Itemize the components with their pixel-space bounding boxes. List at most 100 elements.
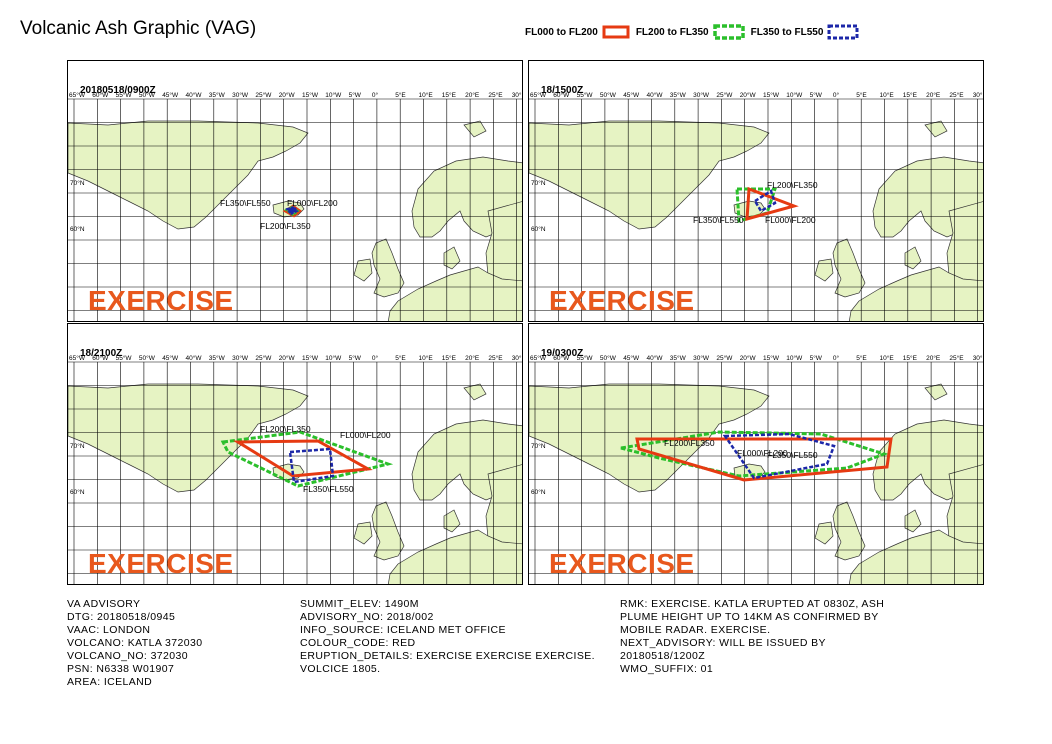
longitude-label: 0°	[833, 91, 840, 99]
advisory-line: ERUPTION_DETAILS: EXERCISE EXERCISE EXER…	[300, 650, 595, 662]
advisory-line: VOLCANO: KATLA 372030	[67, 637, 203, 649]
advisory-line: VA ADVISORY	[67, 598, 141, 610]
longitude-label: 15°W	[763, 91, 780, 99]
longitude-label: 35°W	[209, 91, 226, 99]
longitude-label: 55°W	[116, 354, 133, 362]
longitude-label: 30°E	[973, 354, 984, 362]
longitude-label: 45°W	[623, 354, 640, 362]
longitude-label: 40°W	[647, 354, 664, 362]
advisory-line: SUMMIT_ELEV: 1490M	[300, 598, 419, 610]
longitude-label: 30°W	[232, 354, 249, 362]
legend-swatch-fl200-fl350	[712, 24, 745, 40]
advisory-line: VOLCANO_NO: 372030	[67, 650, 189, 662]
advisory-line: WMO_SUFFIX: 01	[620, 663, 714, 675]
fl-label: FL200\FL350	[664, 438, 715, 448]
legend-label-fl350-fl550: FL350 to FL550	[750, 26, 824, 38]
longitude-label: 10°E	[880, 91, 895, 99]
advisory-line: 20180518/1200Z	[620, 650, 706, 662]
longitude-label: 15°E	[903, 91, 918, 99]
legend-swatch-fl350-fl550	[827, 24, 859, 40]
longitude-label: 5°W	[810, 91, 823, 99]
longitude-label: 55°W	[577, 354, 594, 362]
longitude-label: 25°W	[716, 91, 733, 99]
longitude-label: 15°W	[302, 354, 319, 362]
longitude-label: 0°	[372, 91, 379, 99]
advisory-line: RMK: EXERCISE. KATLA ERUPTED AT 0830Z, A…	[620, 598, 885, 610]
longitude-label: 5°E	[856, 354, 867, 362]
longitude-label: 10°E	[880, 354, 895, 362]
panel-time: 18/1500Z	[541, 85, 584, 96]
longitude-label: 25°W	[255, 91, 272, 99]
longitude-label: 15°E	[442, 354, 457, 362]
longitude-label: 60°W	[92, 91, 109, 99]
longitude-label: 15°E	[442, 91, 457, 99]
map-panel-4: 65°W 60°W 55°W 50°W 45°W 40°W 35°W 30°W 25°W 20°W…	[528, 323, 984, 585]
advisory-line: NEXT_ADVISORY: WILL BE ISSUED BY	[620, 637, 826, 649]
map-graphic: 65°W 60°W 55°W 50°W 45°W 40°W 35°W 30°W 25°W 20°W…	[529, 324, 984, 584]
longitude-label: 30°E	[512, 354, 523, 362]
latitude-label: 70°N	[531, 179, 546, 187]
longitude-label: 10°E	[419, 91, 434, 99]
map-panel-3: 65°W 60°W 55°W 50°W 45°W 40°W 35°W 30°W 25°W 20°W…	[67, 323, 523, 585]
longitude-label: 35°W	[670, 354, 687, 362]
fl-label: FL350\FL550	[220, 198, 271, 208]
page-title: Volcanic Ash Graphic (VAG)	[20, 18, 257, 39]
fl-label: FL000\FL200	[287, 198, 338, 208]
advisory-line: AREA: ICELAND	[67, 676, 153, 688]
longitude-label: 25°E	[949, 354, 964, 362]
longitude-label: 65°W	[69, 91, 86, 99]
latitude-label: 60°N	[70, 488, 85, 496]
fl-label: FL200\FL350	[260, 221, 311, 231]
longitude-label: 5°W	[349, 91, 362, 99]
longitude-label: 5°W	[349, 354, 362, 362]
longitude-label: 50°W	[139, 354, 156, 362]
latitude-label: 60°N	[531, 488, 546, 496]
longitude-label: 25°W	[716, 354, 733, 362]
longitude-label: 25°E	[488, 91, 503, 99]
exercise-watermark: EXERCISE	[549, 285, 695, 316]
longitude-label: 30°W	[693, 91, 710, 99]
advisory-col-3: RMK: EXERCISE. KATLA ERUPTED AT 0830Z, A…	[620, 598, 884, 676]
fl-label: FL200\FL350	[767, 180, 818, 190]
longitude-label: 20°W	[279, 91, 296, 99]
longitude-label: 55°W	[577, 91, 594, 99]
advisory-line: PSN: N6338 W01907	[67, 663, 175, 675]
exercise-watermark: EXERCISE	[88, 548, 234, 579]
longitude-label: 60°W	[553, 91, 570, 99]
fl-label: FL350\FL550	[767, 450, 818, 460]
longitude-label: 10°W	[786, 354, 803, 362]
fl-label: FL200\FL350	[260, 424, 311, 434]
longitude-label: 20°W	[740, 354, 757, 362]
longitude-label: 65°W	[69, 354, 86, 362]
longitude-label: 20°E	[465, 91, 480, 99]
longitude-label: 60°W	[553, 354, 570, 362]
map-graphic: 65°W 60°W 55°W 50°W 45°W 40°W 35°W 30°W 25°W 20°W…	[68, 324, 523, 584]
longitude-label: 5°E	[395, 91, 406, 99]
longitude-label: 65°W	[530, 91, 547, 99]
longitude-label: 20°E	[926, 354, 941, 362]
advisory-line: DTG: 20180518/0945	[67, 611, 176, 623]
advisory-col-1: VA ADVISORY DTG: 20180518/0945 VAAC: LON…	[67, 598, 202, 689]
longitude-label: 15°W	[763, 354, 780, 362]
longitude-label: 10°W	[325, 91, 342, 99]
fl-label: FL350\FL550	[693, 215, 744, 225]
longitude-label: 15°W	[302, 91, 319, 99]
map-graphic: 65°W 60°W 55°W 50°W 45°W 40°W 35°W 30°W 25°W 20°W…	[68, 61, 523, 321]
longitude-label: 10°W	[786, 91, 803, 99]
longitude-label: 65°W	[530, 354, 547, 362]
exercise-watermark: EXERCISE	[88, 285, 234, 316]
longitude-label: 5°E	[395, 354, 406, 362]
longitude-label: 35°W	[209, 354, 226, 362]
longitude-label: 30°E	[512, 91, 523, 99]
fl-label: FL000\FL200	[765, 215, 816, 225]
legend-label-fl000-fl200: FL000 to FL200	[525, 26, 598, 38]
longitude-label: 30°W	[232, 91, 249, 99]
panel-time: 18/2100Z	[80, 348, 123, 359]
legend: FL000 to FL200 FL200 to FL350 FL350 to F…	[525, 20, 865, 44]
longitude-label: 30°E	[973, 91, 984, 99]
longitude-label: 0°	[372, 354, 379, 362]
advisory-line: VAAC: LONDON	[67, 624, 151, 636]
fl-label: FL000\FL200	[340, 430, 391, 440]
longitude-label: 50°W	[139, 91, 156, 99]
longitude-label: 25°W	[255, 354, 272, 362]
